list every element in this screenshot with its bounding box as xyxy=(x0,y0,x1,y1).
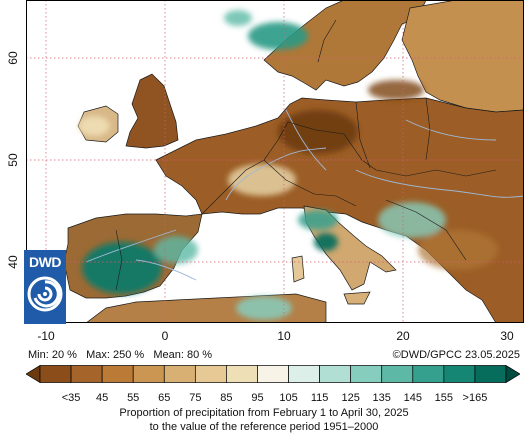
colorbar-segment xyxy=(319,365,352,383)
colorbar-segment xyxy=(381,365,414,383)
country-borders xyxy=(115,19,497,291)
land-continent xyxy=(155,97,524,323)
land-scandinavia xyxy=(263,0,427,91)
dwd-logo: DWD xyxy=(24,250,66,324)
colorbar-segment xyxy=(505,365,520,383)
colorbar-segment xyxy=(474,365,507,383)
colorbar-label: 125 xyxy=(341,392,360,404)
colorbar-segment xyxy=(163,365,196,383)
caption-line-2: to the value of the reference period 195… xyxy=(149,421,379,433)
colorbar-label: 145 xyxy=(403,392,422,404)
colorbar-label: 75 xyxy=(189,392,202,404)
colorbar-segment xyxy=(443,365,476,383)
land-sardinia xyxy=(291,255,305,283)
land-sicily xyxy=(343,291,371,305)
mean-label: Mean: 80 % xyxy=(153,349,213,361)
colorbar xyxy=(26,365,520,383)
colorbar-segment xyxy=(257,365,289,383)
colorbar-segment xyxy=(350,365,383,383)
lon-tick-0: 0 xyxy=(161,329,169,343)
colorbar-label: 105 xyxy=(279,392,298,404)
colorbar-segment xyxy=(288,365,320,383)
rivers xyxy=(85,109,524,281)
lon-tick-30: 30 xyxy=(500,329,514,343)
lat-tick-50: 50 xyxy=(6,153,20,167)
colorbar-segment xyxy=(132,365,165,383)
lon-tick-10: 10 xyxy=(277,329,291,343)
dwd-logo-text: DWD xyxy=(29,254,61,270)
colorbar-segment xyxy=(194,365,227,383)
colorbar-label: 45 xyxy=(96,392,109,404)
swirl-icon xyxy=(27,276,63,312)
colorbar-label: 65 xyxy=(158,392,171,404)
lon-tick-minus10: -10 xyxy=(37,329,55,343)
min-label: Min: 20 % xyxy=(28,349,77,361)
map-panel xyxy=(26,0,524,323)
max-label: Max: 250 % xyxy=(86,349,145,361)
precipitation-map xyxy=(26,0,524,323)
graticule xyxy=(26,0,524,323)
colorbar-label: <35 xyxy=(61,392,81,404)
colorbar-segment xyxy=(412,365,445,383)
colorbar-label: 85 xyxy=(220,392,233,404)
lat-tick-60: 60 xyxy=(6,51,20,65)
colorbar-label: 95 xyxy=(251,392,264,404)
land-finland-baltic xyxy=(401,0,524,113)
copyright-label: ©DWD/GPCC 23.05.2025 xyxy=(392,349,520,361)
stats-row: Min: 20 % Max: 250 % Mean: 80 % xyxy=(28,349,212,361)
lon-tick-20: 20 xyxy=(396,329,410,343)
colorbar-segment xyxy=(39,365,72,383)
colorbar-label: 155 xyxy=(434,392,454,404)
colorbar-label: >165 xyxy=(462,392,488,404)
colorbar-label: 135 xyxy=(372,392,391,404)
colorbar-segment xyxy=(101,365,134,383)
colorbar-segment xyxy=(70,365,103,383)
colorbar-segment xyxy=(26,365,41,383)
colorbar-segment xyxy=(226,365,258,383)
map-frame xyxy=(26,0,524,323)
caption-line-1: Proportion of precipitation from Februar… xyxy=(119,407,409,419)
colorbar-label: 115 xyxy=(310,392,329,404)
colorbar-label: 55 xyxy=(127,392,140,404)
lat-tick-40: 40 xyxy=(6,255,20,269)
